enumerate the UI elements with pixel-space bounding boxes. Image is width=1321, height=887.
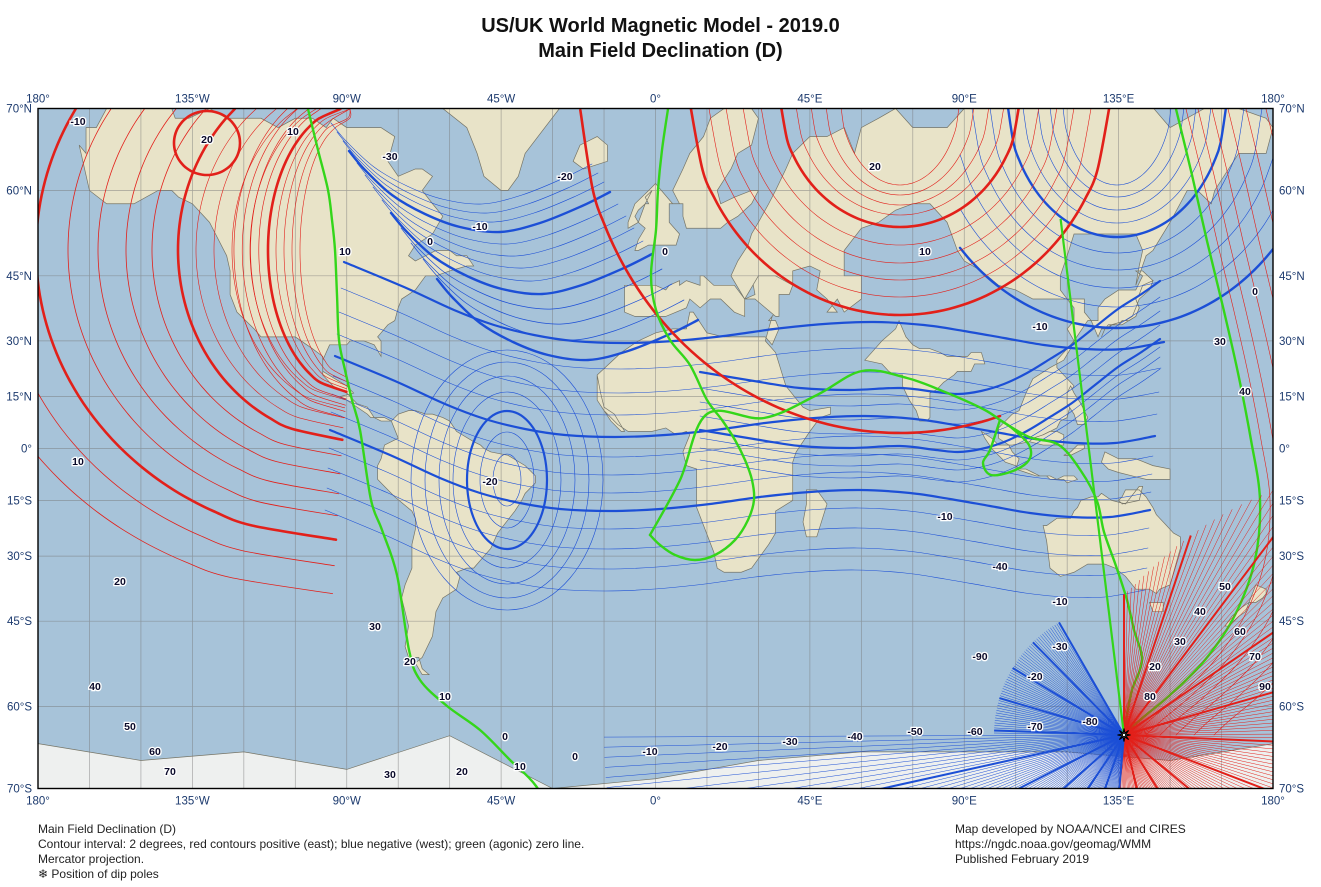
svg-text:10: 10 <box>339 246 351 258</box>
svg-text:135°W: 135°W <box>175 94 210 106</box>
svg-text:90°W: 90°W <box>333 796 361 808</box>
svg-text:-60: -60 <box>967 726 982 738</box>
svg-text:70°N: 70°N <box>1279 104 1305 116</box>
svg-text:15°S: 15°S <box>7 495 32 507</box>
svg-text:60: 60 <box>1234 626 1246 638</box>
svg-text:10: 10 <box>919 246 931 258</box>
svg-text:0°: 0° <box>21 444 32 456</box>
svg-text:45°W: 45°W <box>487 94 515 106</box>
svg-text:40: 40 <box>89 681 101 693</box>
svg-text:70°N: 70°N <box>6 104 32 116</box>
svg-text:45°N: 45°N <box>1279 271 1305 283</box>
svg-text:-20: -20 <box>1027 671 1042 683</box>
svg-text:45°S: 45°S <box>7 616 32 628</box>
svg-text:-20: -20 <box>712 741 727 753</box>
svg-text:15°N: 15°N <box>6 392 32 404</box>
svg-text:30°S: 30°S <box>1279 551 1304 563</box>
svg-text:0: 0 <box>502 731 508 743</box>
svg-text:135°W: 135°W <box>175 796 210 808</box>
svg-text:180°: 180° <box>1261 796 1285 808</box>
svg-text:40: 40 <box>1239 386 1251 398</box>
svg-text:-20: -20 <box>482 476 497 488</box>
svg-text:30: 30 <box>1174 636 1186 648</box>
svg-text:20: 20 <box>869 161 881 173</box>
svg-text:-40: -40 <box>847 731 862 743</box>
svg-text:-40: -40 <box>992 561 1007 573</box>
svg-text:30: 30 <box>384 769 396 781</box>
svg-text:135°E: 135°E <box>1103 94 1135 106</box>
svg-text:-10: -10 <box>642 746 657 758</box>
svg-text:20: 20 <box>404 656 416 668</box>
svg-text:20: 20 <box>456 766 468 778</box>
svg-text:60°S: 60°S <box>1279 702 1304 714</box>
svg-text:50: 50 <box>124 721 136 733</box>
svg-text:60°N: 60°N <box>1279 185 1305 197</box>
svg-text:70°S: 70°S <box>1279 784 1304 796</box>
svg-text:50: 50 <box>1219 581 1231 593</box>
svg-text:45°S: 45°S <box>1279 616 1304 628</box>
svg-text:80: 80 <box>1144 691 1156 703</box>
svg-text:20: 20 <box>1149 661 1161 673</box>
svg-text:90°E: 90°E <box>952 796 977 808</box>
svg-text:0°: 0° <box>1279 444 1290 456</box>
svg-text:15°S: 15°S <box>1279 495 1304 507</box>
svg-text:180°: 180° <box>26 796 50 808</box>
svg-text:30°N: 30°N <box>6 336 32 348</box>
svg-text:70°S: 70°S <box>7 784 32 796</box>
svg-text:-10: -10 <box>70 116 85 128</box>
svg-text:15°N: 15°N <box>1279 392 1305 404</box>
svg-text:10: 10 <box>72 456 84 468</box>
svg-text:-30: -30 <box>382 151 397 163</box>
svg-text:90°E: 90°E <box>952 94 977 106</box>
svg-text:-80: -80 <box>1082 716 1097 728</box>
svg-text:-10: -10 <box>1052 596 1067 608</box>
svg-text:45°E: 45°E <box>797 94 822 106</box>
svg-text:70: 70 <box>1249 651 1261 663</box>
svg-text:-90: -90 <box>972 651 987 663</box>
svg-text:-20: -20 <box>557 171 572 183</box>
svg-text:0°: 0° <box>650 796 661 808</box>
svg-text:-50: -50 <box>907 726 922 738</box>
svg-text:30: 30 <box>1214 336 1226 348</box>
svg-text:0: 0 <box>427 236 433 248</box>
svg-text:-70: -70 <box>1027 721 1042 733</box>
svg-text:-10: -10 <box>1032 321 1047 333</box>
svg-text:90: 90 <box>1259 681 1271 693</box>
svg-text:20: 20 <box>201 134 213 146</box>
svg-text:30°S: 30°S <box>7 551 32 563</box>
svg-text:60°S: 60°S <box>7 702 32 714</box>
svg-text:20: 20 <box>114 576 126 588</box>
svg-text:30°N: 30°N <box>1279 336 1305 348</box>
svg-text:0: 0 <box>662 246 668 258</box>
svg-text:70: 70 <box>164 766 176 778</box>
svg-text:135°E: 135°E <box>1103 796 1135 808</box>
svg-text:90°W: 90°W <box>333 94 361 106</box>
svg-text:-10: -10 <box>937 511 952 523</box>
svg-text:60: 60 <box>149 746 161 758</box>
svg-text:0: 0 <box>572 751 578 763</box>
svg-text:45°W: 45°W <box>487 796 515 808</box>
svg-text:30: 30 <box>369 621 381 633</box>
svg-text:10: 10 <box>514 761 526 773</box>
svg-text:10: 10 <box>439 691 451 703</box>
svg-text:45°E: 45°E <box>797 796 822 808</box>
svg-text:-10: -10 <box>472 221 487 233</box>
svg-text:-30: -30 <box>1052 641 1067 653</box>
svg-text:0: 0 <box>1252 286 1258 298</box>
svg-text:40: 40 <box>1194 606 1206 618</box>
svg-text:-30: -30 <box>782 736 797 748</box>
svg-text:10: 10 <box>287 126 299 138</box>
svg-text:30: 30 <box>9 631 21 643</box>
svg-text:60°N: 60°N <box>6 185 32 197</box>
svg-text:0°: 0° <box>650 94 661 106</box>
svg-text:45°N: 45°N <box>6 271 32 283</box>
